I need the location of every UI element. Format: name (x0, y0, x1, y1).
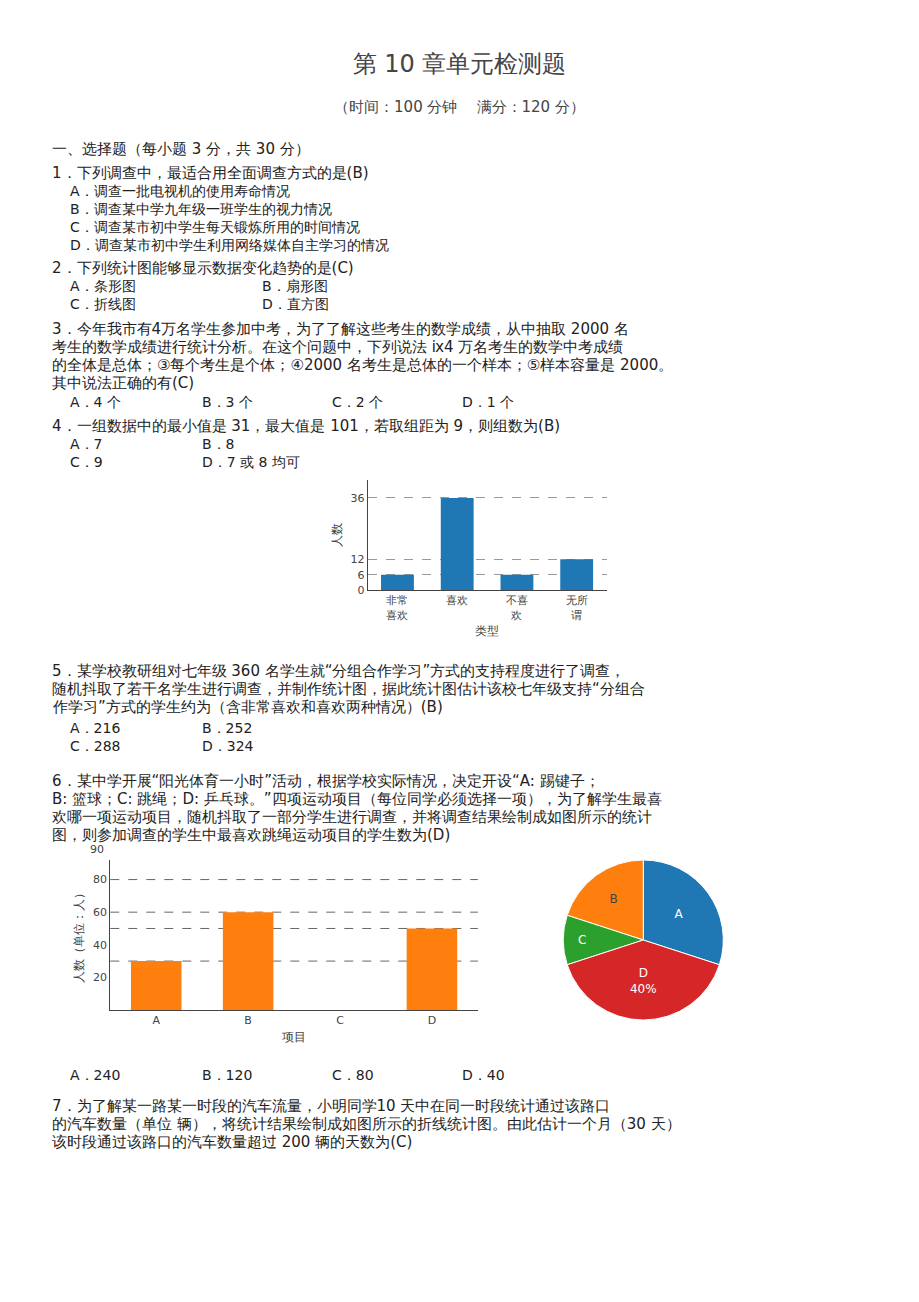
svg-text:D．40: D．40 (462, 1067, 505, 1083)
svg-text:C．调查某市初中学生每天锻炼所用的时间情况: C．调查某市初中学生每天锻炼所用的时间情况 (70, 219, 360, 235)
svg-text:D: D (428, 1014, 436, 1027)
svg-text:36: 36 (350, 492, 364, 505)
svg-text:非常喜欢: 非常喜欢 (386, 594, 408, 621)
svg-text:喜欢: 喜欢 (446, 594, 468, 607)
svg-text:0: 0 (357, 584, 364, 597)
svg-text:随机抖取了若干名学生进行调查，并制作统计图，据此统计图估计该: 随机抖取了若干名学生进行调查，并制作统计图，据此统计图估计该校七年级支持“分组合 (52, 680, 645, 698)
svg-text:A．调查一批电视机的使用寿命情况: A．调查一批电视机的使用寿命情况 (70, 183, 290, 199)
svg-text:20: 20 (93, 971, 107, 984)
svg-text:B: B (610, 892, 618, 906)
svg-text:第 10 章单元检测题: 第 10 章单元检测题 (353, 50, 567, 78)
svg-text:C: C (336, 1014, 344, 1027)
svg-text:D．1 个: D．1 个 (462, 394, 514, 410)
svg-text:作学习”方式的学生约为（含非常喜欢和喜欢两种情况）(B): 作学习”方式的学生约为（含非常喜欢和喜欢两种情况）(B) (52, 698, 443, 716)
svg-text:C．9: C．9 (70, 454, 103, 470)
svg-text:B．120: B．120 (202, 1067, 252, 1083)
svg-text:B．3 个: B．3 个 (202, 394, 253, 410)
svg-text:不喜欢: 不喜欢 (506, 594, 528, 621)
svg-text:B．扇形图: B．扇形图 (262, 278, 328, 294)
svg-text:C: C (578, 933, 586, 947)
svg-text:A: A (675, 907, 684, 921)
svg-text:其中说法正确的有(C): 其中说法正确的有(C) (52, 374, 194, 392)
svg-text:A．7: A．7 (70, 436, 102, 452)
svg-text:的全体是总体；③每个考生是个体；④2000 名考生是总体的一: 的全体是总体；③每个考生是个体；④2000 名考生是总体的一个样本；⑤样本容量是… (52, 356, 673, 374)
svg-text:4．一组数据中的最小值是 31，最大值是 101，若取组距为: 4．一组数据中的最小值是 31，最大值是 101，若取组距为 9，则组数为(B) (52, 417, 560, 435)
svg-text:A．240: A．240 (70, 1067, 120, 1083)
svg-text:D．324: D．324 (202, 738, 254, 754)
svg-text:C．288: C．288 (70, 738, 121, 754)
svg-text:B: 篮球；C: 跳绳；D: 乒乓球。”四项运动项目（每位同: B: 篮球；C: 跳绳；D: 乒乓球。”四项运动项目（每位同学必须选择一项），为… (52, 790, 662, 808)
svg-text:D．调查某市初中学生利用网络媒体自主学习的情况: D．调查某市初中学生利用网络媒体自主学习的情况 (70, 237, 389, 253)
svg-text:7．为了解某一路某一时段的汽车流量，小明同学10 天中在同一: 7．为了解某一路某一时段的汽车流量，小明同学10 天中在同一时段统计通过该路口 (52, 1097, 610, 1115)
svg-text:图，则参加调查的学生中最喜欢跳绳运动项目的学生数为(D): 图，则参加调查的学生中最喜欢跳绳运动项目的学生数为(D) (52, 826, 450, 844)
svg-text:无所谓: 无所谓 (566, 594, 588, 621)
svg-text:B: B (244, 1014, 252, 1027)
svg-text:B．8: B．8 (202, 436, 235, 452)
svg-text:3．今年我市有4万名学生参加中考，为了了解这些考生的数学成绩: 3．今年我市有4万名学生参加中考，为了了解这些考生的数学成绩，从中抽取 2000… (52, 320, 629, 338)
svg-text:12: 12 (350, 553, 364, 566)
svg-text:A: A (152, 1014, 160, 1027)
svg-text:项目: 项目 (282, 1030, 306, 1044)
svg-text:的汽车数量（单位 辆），将统计结果绘制成如图所示的折线统计图: 的汽车数量（单位 辆），将统计结果绘制成如图所示的折线统计图。由此估计一个月（3… (52, 1115, 681, 1133)
svg-text:C．80: C．80 (332, 1067, 374, 1083)
svg-text:40: 40 (93, 939, 107, 952)
svg-text:60: 60 (93, 906, 107, 919)
svg-text:B．调查某中学九年级一班学生的视力情况: B．调查某中学九年级一班学生的视力情况 (70, 201, 332, 217)
svg-text:C．2 个: C．2 个 (332, 394, 383, 410)
svg-text:1．下列调查中，最适合用全面调查方式的是(B): 1．下列调查中，最适合用全面调查方式的是(B) (52, 164, 369, 182)
svg-text:人数（单位：人）: 人数（单位：人） (72, 887, 86, 983)
svg-text:C．折线图: C．折线图 (70, 296, 136, 312)
svg-text:一、选择题（每小题 3 分，共 30 分）: 一、选择题（每小题 3 分，共 30 分） (52, 140, 310, 158)
svg-text:6．某中学开展“阳光体育一小时”活动，根据学校实际情况，决定: 6．某中学开展“阳光体育一小时”活动，根据学校实际情况，决定开设“A: 踢键子； (52, 772, 600, 790)
svg-text:（时间：100 分钟 满分：120 分）: （时间：100 分钟 满分：120 分） (334, 98, 585, 116)
svg-text:B．252: B．252 (202, 720, 252, 736)
svg-text:类型: 类型 (475, 624, 499, 638)
svg-text:该时段通过该路口的汽车数量超过 200 辆的天数为(C): 该时段通过该路口的汽车数量超过 200 辆的天数为(C) (52, 1133, 412, 1151)
svg-text:2．下列统计图能够显示数据变化趋势的是(C): 2．下列统计图能够显示数据变化趋势的是(C) (52, 259, 354, 277)
svg-text:D．直方图: D．直方图 (262, 296, 329, 312)
svg-text:D．7 或 8 均可: D．7 或 8 均可 (202, 454, 300, 470)
svg-text:考生的数学成绩进行统计分析。在这个问题中，下列说法 ⅸ4 万: 考生的数学成绩进行统计分析。在这个问题中，下列说法 ⅸ4 万名考生的数学中考成绩 (52, 338, 623, 356)
svg-text:D40%: D40% (630, 966, 657, 996)
svg-text:6: 6 (357, 569, 364, 582)
svg-text:欢哪一项运动项目，随机抖取了一部分学生进行调查，并将调查结果: 欢哪一项运动项目，随机抖取了一部分学生进行调查，并将调查结果绘制成如图所示的统计 (52, 808, 652, 826)
svg-text:A．216: A．216 (70, 720, 120, 736)
svg-text:A．条形图: A．条形图 (70, 278, 136, 294)
svg-text:90: 90 (90, 843, 104, 856)
svg-text:80: 80 (93, 873, 107, 886)
svg-text:5．某学校教研组对七年级 360 名学生就“分组合作学习”方: 5．某学校教研组对七年级 360 名学生就“分组合作学习”方式的支持程度进行了调… (52, 662, 625, 680)
svg-text:A．4 个: A．4 个 (70, 394, 121, 410)
svg-text:人数: 人数 (330, 523, 344, 547)
